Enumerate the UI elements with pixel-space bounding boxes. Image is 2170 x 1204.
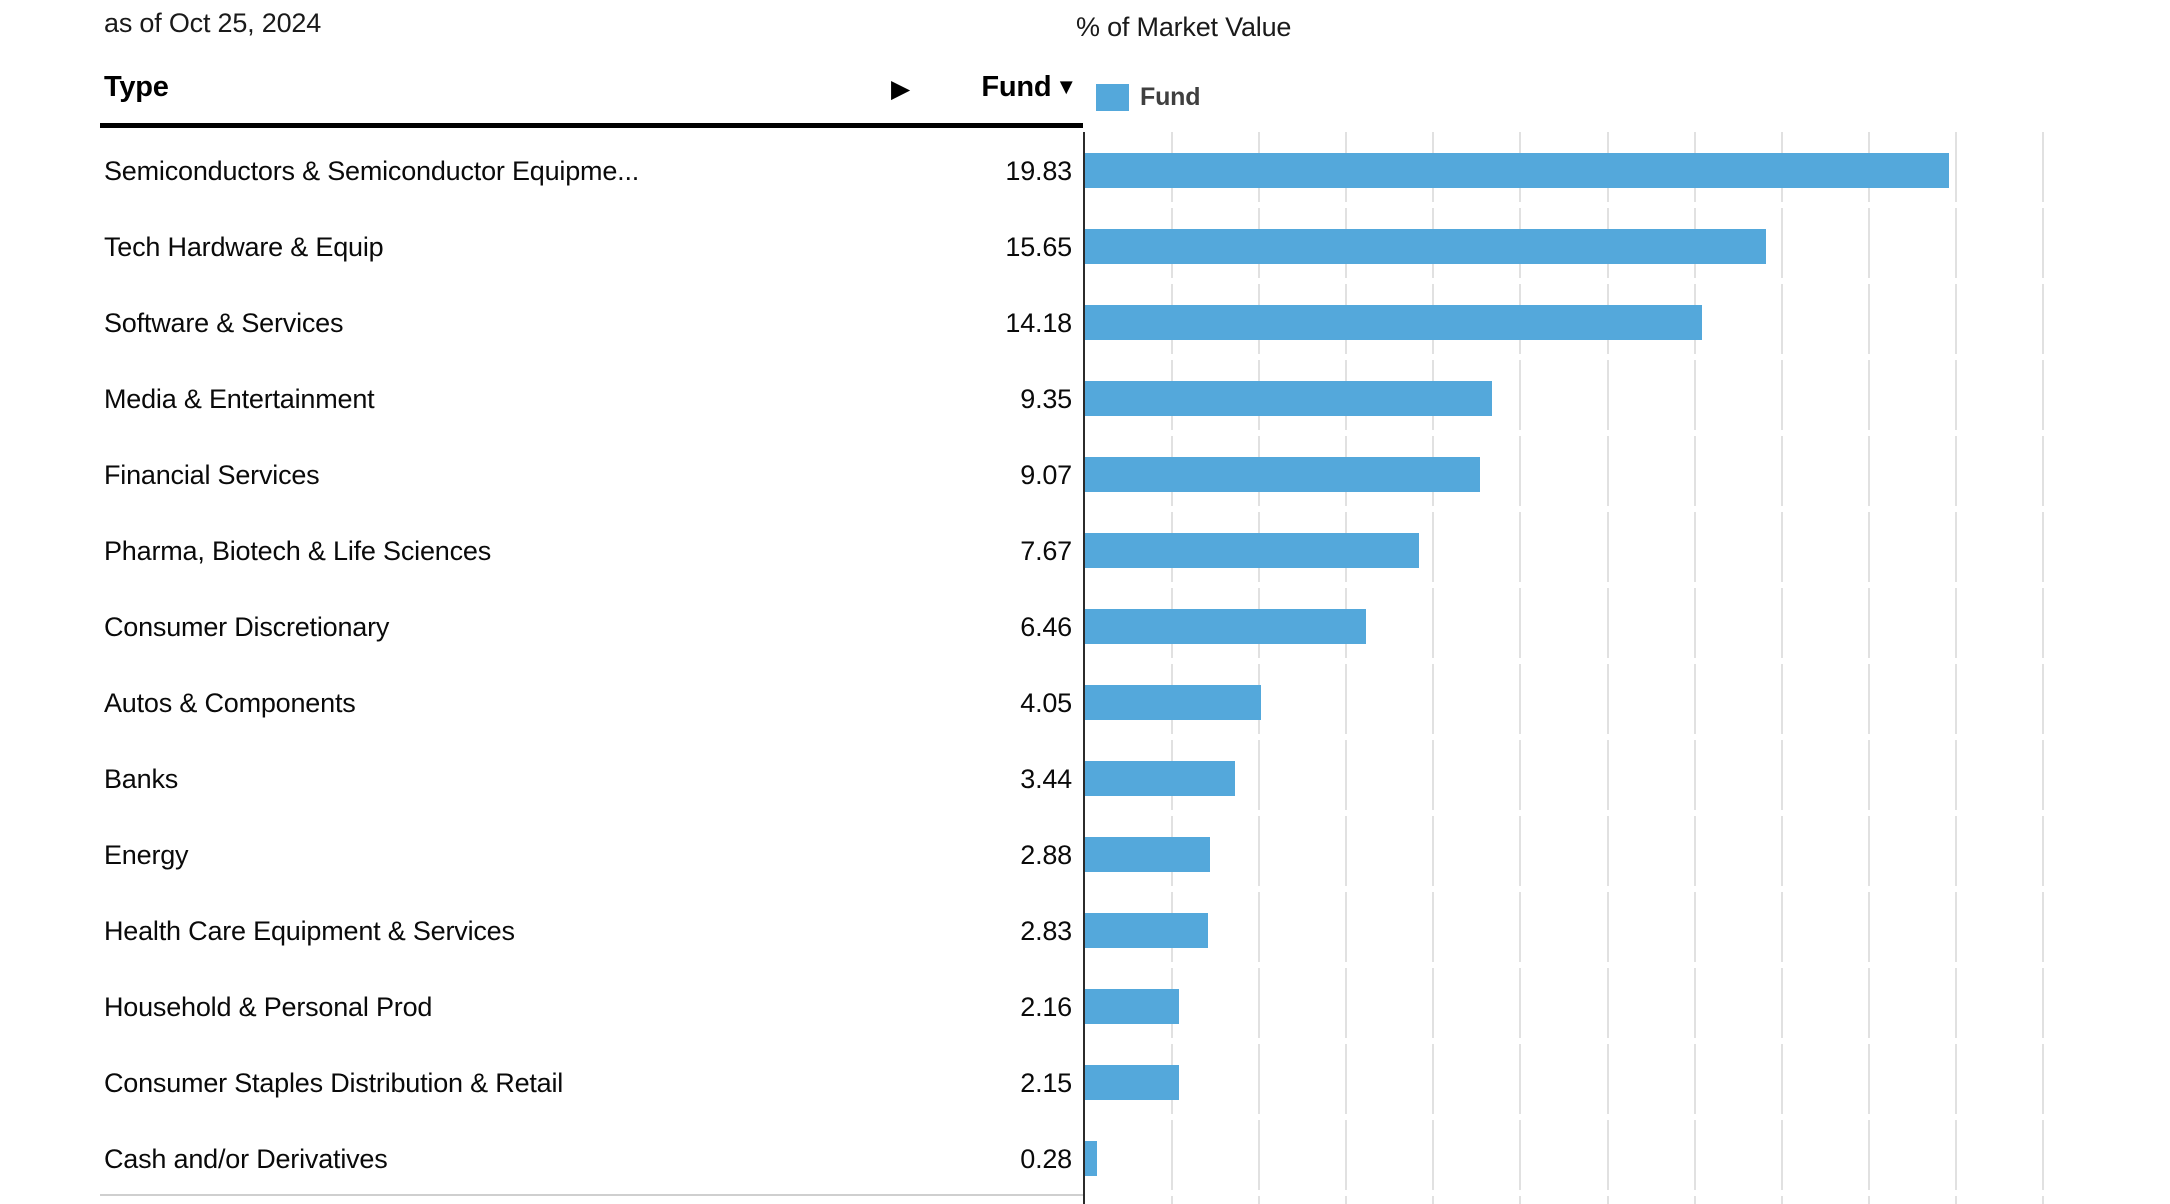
fund-bar[interactable] — [1085, 1141, 1098, 1176]
row-fund-value: 2.15 — [1020, 1067, 1072, 1098]
table-row: Semiconductors & Semiconductor Equipme..… — [104, 133, 1072, 209]
table-header-underline — [100, 123, 1083, 128]
gridline — [1345, 132, 1348, 1204]
legend-label: Fund — [1140, 83, 1201, 111]
gridline — [1519, 132, 1522, 1204]
row-type-label: Banks — [104, 763, 179, 794]
fund-bar[interactable] — [1085, 533, 1419, 568]
table-row: Pharma, Biotech & Life Sciences 7.67 — [104, 513, 1072, 589]
row-type-label: Energy — [104, 839, 189, 870]
fund-column-header[interactable]: Fund ▼ — [827, 70, 1077, 104]
gridline — [1606, 132, 1609, 1204]
row-fund-value: 2.16 — [1020, 991, 1072, 1022]
table-row: Tech Hardware & Equip 15.65 — [104, 209, 1072, 285]
row-fund-value: 9.07 — [1020, 459, 1072, 490]
row-fund-value: 3.44 — [1020, 763, 1072, 794]
fund-bar[interactable] — [1085, 153, 1949, 188]
gridline — [1258, 132, 1261, 1204]
row-fund-value: 14.18 — [1005, 307, 1072, 338]
row-fund-value: 2.83 — [1020, 915, 1072, 946]
gridline — [1954, 132, 1957, 1204]
table-row: Energy 2.88 — [104, 817, 1072, 893]
fund-column-header-label: Fund — [981, 71, 1052, 103]
row-type-label: Pharma, Biotech & Life Sciences — [104, 535, 492, 566]
table-row: Household & Personal Prod 2.16 — [104, 969, 1072, 1045]
gridline — [1432, 132, 1435, 1204]
row-fund-value: 4.05 — [1020, 687, 1072, 718]
row-type-label: Financial Services — [104, 459, 320, 490]
row-type-label: Consumer Discretionary — [104, 611, 390, 642]
fund-bar[interactable] — [1085, 229, 1767, 264]
table-row: Consumer Staples Distribution & Retail 2.… — [104, 1045, 1072, 1121]
chart-title: % of Market Value — [1076, 12, 1292, 42]
row-fund-value: 0.28 — [1020, 1143, 1072, 1174]
gridline — [1171, 132, 1174, 1204]
type-column-header: Type — [104, 71, 169, 103]
table-bottom-border — [100, 1194, 1083, 1196]
fund-bar[interactable] — [1085, 381, 1493, 416]
row-type-label: Tech Hardware & Equip — [104, 231, 384, 262]
table-row: Banks 3.44 — [104, 741, 1072, 817]
fund-bar[interactable] — [1085, 837, 1211, 872]
legend-swatch — [1096, 84, 1129, 111]
table-row: Financial Services 9.07 — [104, 437, 1072, 513]
fund-bar[interactable] — [1085, 761, 1235, 796]
row-type-label: Semiconductors & Semiconductor Equipme..… — [104, 155, 640, 186]
table-row: Software & Services 14.18 — [104, 285, 1072, 361]
plot-area — [1083, 132, 2044, 1204]
expand-arrow-icon[interactable]: ▶ — [891, 75, 911, 103]
fund-bar[interactable] — [1085, 913, 1209, 948]
gridline — [1780, 132, 1783, 1204]
gridline — [2042, 132, 2044, 1204]
table-row: Cash and/or Derivatives 0.28 — [104, 1121, 1072, 1197]
row-fund-value: 19.83 — [1005, 155, 1072, 186]
gridline — [1693, 132, 1696, 1204]
fund-bar[interactable] — [1085, 609, 1367, 644]
row-type-label: Household & Personal Prod — [104, 991, 433, 1022]
table-row: Autos & Components 4.05 — [104, 665, 1072, 741]
row-type-label: Consumer Staples Distribution & Retail — [104, 1067, 564, 1098]
fund-bar[interactable] — [1085, 305, 1703, 340]
row-type-label: Cash and/or Derivatives — [104, 1143, 388, 1174]
gridline — [1867, 132, 1870, 1204]
as-of-date: as of Oct 25, 2024 — [104, 8, 322, 38]
row-type-label: Autos & Components — [104, 687, 356, 718]
row-type-label: Health Care Equipment & Services — [104, 915, 515, 946]
fund-bar[interactable] — [1085, 1065, 1179, 1100]
table-row: Health Care Equipment & Services 2.83 — [104, 893, 1072, 969]
row-fund-value: 7.67 — [1020, 535, 1072, 566]
row-fund-value: 2.88 — [1020, 839, 1072, 870]
fund-bar[interactable] — [1085, 457, 1480, 492]
table-rows: Semiconductors & Semiconductor Equipme..… — [104, 133, 1072, 1197]
legend-item-fund[interactable]: Fund — [1096, 83, 1200, 112]
row-fund-value: 15.65 — [1005, 231, 1072, 262]
row-type-label: Software & Services — [104, 307, 344, 338]
fund-bar[interactable] — [1085, 685, 1262, 720]
sort-desc-icon: ▼ — [1055, 74, 1077, 99]
row-type-label: Media & Entertainment — [104, 383, 375, 414]
table-row: Consumer Discretionary 6.46 — [104, 589, 1072, 665]
row-fund-value: 6.46 — [1020, 611, 1072, 642]
fund-bar[interactable] — [1085, 989, 1180, 1024]
table-row: Media & Entertainment 9.35 — [104, 361, 1072, 437]
row-fund-value: 9.35 — [1020, 383, 1072, 414]
